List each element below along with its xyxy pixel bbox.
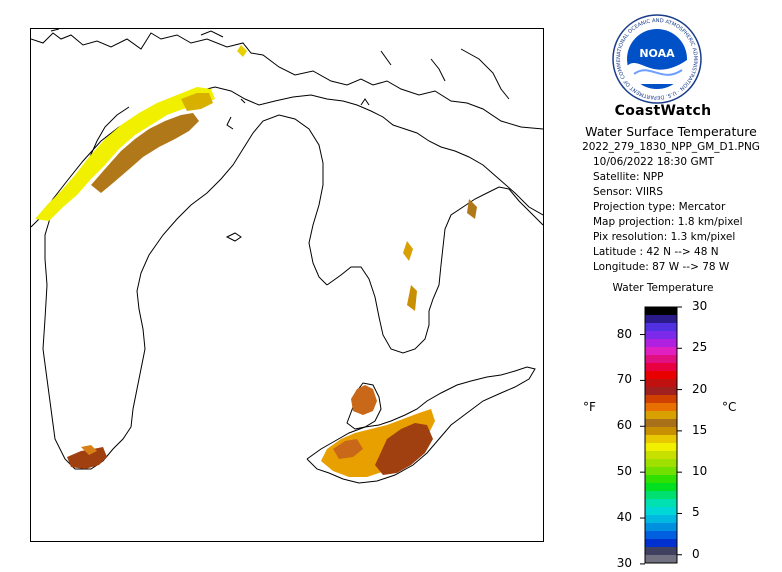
- unit-celsius: °C: [722, 400, 737, 414]
- celsius-tick-label: 10: [692, 464, 708, 479]
- fahrenheit-tick-label: 60: [616, 418, 632, 433]
- noaa-logo: NOAA NATIONAL OCEANIC AND ATMOSPHERIC AD…: [612, 14, 702, 104]
- fahrenheit-tick-label: 70: [616, 372, 632, 387]
- celsius-tick-label: 25: [692, 340, 708, 355]
- sst-erie-orange: [321, 409, 435, 477]
- colorbar-segment: [645, 363, 677, 372]
- sst-huron-east-2: [407, 285, 417, 311]
- colorbar-segment: [645, 443, 677, 452]
- sst-michigan-south: [67, 447, 107, 469]
- lake-huron-west-shore: [326, 186, 510, 354]
- colorbar-segment: [645, 323, 677, 332]
- colorbar-segment: [645, 315, 677, 324]
- colorbar-segment: [645, 451, 677, 460]
- colorbar-segment: [645, 379, 677, 388]
- sst-georgian: [467, 199, 477, 219]
- colorbar: [640, 306, 682, 565]
- colorbar-segment: [645, 539, 677, 548]
- info-satellite: Satellite: NPP: [593, 171, 664, 183]
- great-lakes-map: [31, 29, 543, 484]
- colorbar-segment: [645, 555, 677, 564]
- colorbar-segment: [645, 499, 677, 508]
- colorbar-segment: [645, 339, 677, 348]
- colorbar-segment: [645, 515, 677, 524]
- file-name: 2022_279_1830_NPP_GM_D1.PNG: [582, 141, 760, 153]
- celsius-tick-label: 5: [692, 505, 700, 520]
- fahrenheit-tick-label: 30: [616, 555, 632, 570]
- ontario-rivers: [380, 48, 510, 100]
- colorbar-segment: [645, 547, 677, 556]
- sst-greenbay: [237, 45, 247, 57]
- superior-interior-lines: [226, 98, 370, 130]
- fahrenheit-tick-label: 40: [616, 510, 632, 525]
- upper-peninsula-shore: [31, 86, 543, 228]
- sst-superior-gold: [181, 93, 213, 111]
- sst-huron-east-1: [403, 241, 413, 261]
- colorbar-segment: [645, 467, 677, 476]
- sst-superior-yellow: [35, 87, 215, 221]
- colorbar-segment: [645, 371, 677, 380]
- product-title: Water Surface Temperature: [585, 124, 757, 139]
- superior-islands: [50, 29, 224, 38]
- lake-michigan-west-shore: [42, 106, 130, 470]
- colorbar-segment: [645, 435, 677, 444]
- unit-fahrenheit: °F: [583, 400, 596, 414]
- info-datetime: 10/06/2022 18:30 GMT: [593, 156, 715, 168]
- colorbar-segment: [645, 427, 677, 436]
- lake-erie-shore: [306, 366, 536, 484]
- celsius-tick-label: 0: [692, 546, 700, 561]
- colorbar-segment: [645, 411, 677, 420]
- superior-north-shore: [31, 32, 543, 130]
- sst-erie-red: [375, 423, 433, 475]
- info-map-projection: Map projection: 1.8 km/pixel: [593, 216, 743, 228]
- sst-erie-tan: [333, 439, 363, 459]
- sst-michigan-south-2: [81, 445, 97, 455]
- colorbar-segment: [645, 331, 677, 340]
- colorbar-segment: [645, 459, 677, 468]
- lake-michigan-east-shore: [75, 114, 328, 470]
- celsius-tick-label: 30: [692, 299, 708, 313]
- small-lake-outline: [225, 232, 242, 242]
- colorbar-segment: [645, 355, 677, 364]
- sst-superior-tan: [91, 113, 199, 193]
- colorbar-segment: [645, 531, 677, 540]
- colorbar-segment: [645, 475, 677, 484]
- colorbar-segment: [645, 523, 677, 532]
- info-longitude: Longitude: 87 W --> 78 W: [593, 261, 730, 273]
- info-latitude: Latitude : 42 N --> 48 N: [593, 246, 719, 258]
- colorbar-segment: [645, 419, 677, 428]
- colorbar-segment: [645, 307, 677, 316]
- fahrenheit-tick-label: 80: [616, 326, 632, 341]
- colorbar-segment: [645, 483, 677, 492]
- map-panel: [30, 28, 544, 542]
- colorbar-segment: [645, 347, 677, 356]
- info-sensor: Sensor: VIIRS: [593, 186, 664, 198]
- info-projection: Projection type: Mercator: [593, 201, 726, 213]
- logo-text: NOAA: [639, 47, 675, 60]
- info-pix-resolution: Pix resolution: 1.3 km/pixel: [593, 231, 736, 243]
- lake-huron-east-shore: [508, 188, 543, 226]
- colorbar-segment: [645, 507, 677, 516]
- colorbar-outline: [644, 306, 678, 564]
- celsius-tick-label: 15: [692, 422, 708, 437]
- brand-title: CoastWatch: [614, 103, 712, 119]
- colorbar-segment: [645, 491, 677, 500]
- colorbar-title: Water Temperature: [612, 282, 714, 294]
- celsius-tick-label: 20: [692, 381, 708, 396]
- colorbar-segment: [645, 387, 677, 396]
- sst-st-clair: [351, 385, 377, 415]
- colorbar-segment: [645, 395, 677, 404]
- colorbar-segment: [645, 403, 677, 412]
- fahrenheit-tick-label: 50: [616, 464, 632, 479]
